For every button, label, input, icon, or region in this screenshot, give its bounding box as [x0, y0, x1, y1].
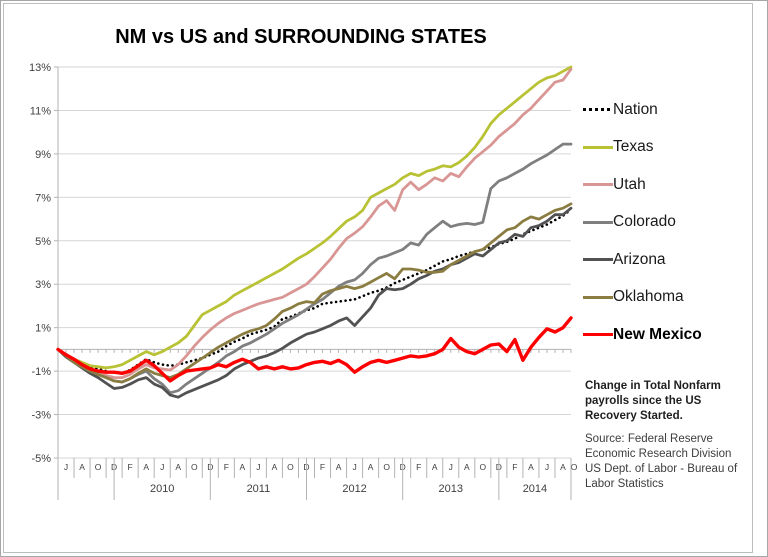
series-line-colorado: [56, 142, 573, 395]
y-tick-label: 9%: [35, 149, 51, 161]
legend-label-oklahoma: Oklahoma: [613, 288, 684, 306]
month-label: O: [383, 462, 390, 472]
month-label: J: [160, 462, 164, 472]
series-line-arizona: [56, 206, 573, 399]
legend-marker-utah: [583, 183, 613, 187]
legend-item-utah: Utah: [583, 166, 758, 204]
series-line-texas: [56, 65, 573, 370]
legend-label-colorado: Colorado: [613, 213, 676, 231]
year-label: 2013: [439, 483, 463, 495]
month-label: A: [240, 462, 246, 472]
month-label: J: [449, 462, 453, 472]
month-label: O: [191, 462, 198, 472]
legend-item-texas: Texas: [583, 129, 758, 167]
y-tick-label: 3%: [35, 279, 51, 291]
legend-item-colorado: Colorado: [583, 204, 758, 242]
month-label: A: [272, 462, 278, 472]
y-tick-label: -3%: [31, 410, 51, 422]
y-tick-label: 13%: [29, 62, 51, 74]
month-label: A: [464, 462, 470, 472]
legend-item-arizona: Arizona: [583, 241, 758, 279]
year-label: 2010: [150, 483, 174, 495]
legend-marker-nation: [583, 108, 610, 112]
month-label: J: [352, 462, 356, 472]
y-tick-label: 1%: [35, 323, 51, 335]
legend-marker-new-mexico: [583, 333, 613, 337]
series-line-oklahoma: [56, 202, 573, 384]
legend-marker-oklahoma: [583, 295, 613, 299]
month-label: O: [287, 462, 294, 472]
month-label: A: [368, 462, 374, 472]
legend-label-utah: Utah: [613, 175, 646, 193]
y-tick-label: 7%: [35, 192, 51, 204]
legend-item-new-mexico: New Mexico: [583, 316, 758, 354]
legend-item-oklahoma: Oklahoma: [583, 279, 758, 317]
month-label: J: [256, 462, 260, 472]
series-line-nation: [56, 208, 573, 375]
month-label: A: [143, 462, 149, 472]
chart-title: NM vs US and SURROUNDING STATES: [115, 26, 487, 48]
month-label: A: [560, 462, 566, 472]
legend: Nation Texas Utah Colorado Arizona Oklahoma Ne…: [583, 91, 758, 354]
legend-label-nation: Nation: [613, 100, 658, 118]
month-label: F: [512, 462, 517, 472]
month-label: O: [480, 462, 487, 472]
month-label: A: [79, 462, 85, 472]
month-label: O: [95, 462, 102, 472]
y-tick-label: 11%: [30, 105, 51, 117]
legend-marker-texas: [583, 145, 613, 149]
month-label: A: [175, 462, 181, 472]
legend-item-nation: Nation: [583, 91, 758, 129]
y-tick-label: 5%: [35, 236, 51, 248]
month-label: A: [432, 462, 438, 472]
month-label: J: [545, 462, 549, 472]
legend-label-texas: Texas: [613, 138, 654, 156]
month-label: F: [128, 462, 133, 472]
y-tick-label: -1%: [31, 366, 51, 378]
month-label: F: [320, 462, 325, 472]
month-label: F: [224, 462, 229, 472]
legend-marker-colorado: [583, 220, 613, 224]
year-label: 2012: [342, 483, 366, 495]
y-tick-label: -5%: [31, 453, 51, 465]
annotation-note: Change in Total Nonfarm payrolls since t…: [585, 380, 721, 422]
series-line-utah: [56, 67, 573, 380]
legend-label-arizona: Arizona: [613, 250, 666, 268]
source-note: Source: Federal Reserve Economic Researc…: [585, 433, 738, 490]
month-label: O: [571, 462, 578, 472]
series-line-new-mexico: [56, 316, 573, 383]
year-label: 2011: [247, 483, 271, 495]
year-label: 2014: [523, 483, 547, 495]
legend-marker-arizona: [583, 258, 613, 262]
legend-label-new-mexico: New Mexico: [613, 325, 702, 343]
month-label: A: [336, 462, 342, 472]
month-label: J: [64, 462, 68, 472]
month-label: A: [528, 462, 534, 472]
month-label: F: [416, 462, 421, 472]
